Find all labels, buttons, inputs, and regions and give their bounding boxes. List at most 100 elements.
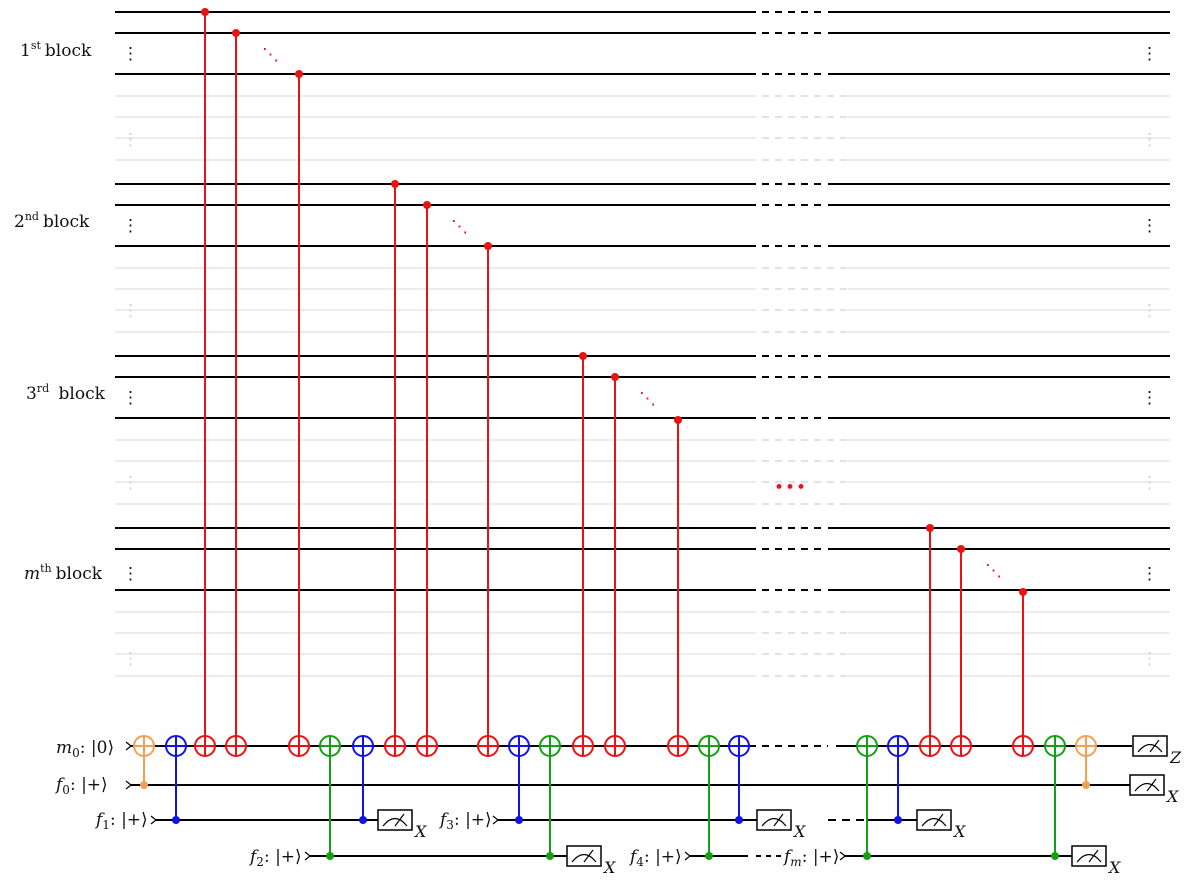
meter-arc [571, 853, 597, 863]
green-cnot-fm-a [856, 735, 878, 860]
meter-box [1071, 845, 1107, 867]
measurement-basis-label: X [413, 822, 427, 841]
measurement-fm_prev: X [916, 809, 966, 841]
red-cnot-9 [919, 524, 941, 757]
red-cnot-11 [1012, 588, 1034, 757]
measurement-basis-label: X [792, 822, 806, 841]
red-cnot-7 [604, 373, 626, 757]
control-dot [391, 180, 399, 188]
meter-arc [761, 817, 787, 827]
meter-needle [583, 849, 594, 863]
control-dot [546, 852, 554, 860]
control-dot [201, 8, 209, 16]
control-dot [423, 201, 431, 209]
label-f1: f1: |+⟩ [94, 810, 148, 832]
control-dot [611, 373, 619, 381]
meter-box [916, 809, 952, 831]
control-dot [359, 816, 367, 824]
meter-box [1132, 735, 1168, 757]
label-f2: f2: |+⟩ [248, 847, 302, 869]
vdots-faint-left-3: ⋮ [122, 473, 139, 493]
green-cnot-f2-a [319, 735, 341, 860]
wire-arrow-tip [125, 780, 132, 790]
meter-box [1129, 774, 1165, 796]
hdots-between-blocks: ••• [774, 478, 807, 498]
ddots-3: ⋱ [639, 389, 656, 409]
label-fm: fm: |+⟩ [782, 847, 839, 869]
vdots-left-3: ⋮ [122, 388, 139, 408]
ddots-m: ⋱ [985, 561, 1002, 581]
red-cnot-0 [194, 8, 216, 757]
control-dot [515, 816, 523, 824]
vdots-faint-right-m: ⋮ [1141, 649, 1158, 669]
red-cnot-5 [477, 242, 499, 757]
blue-cnot-f3-b [728, 735, 750, 824]
meter-needle [394, 813, 405, 827]
measurement-basis-label: X [952, 822, 966, 841]
meter-needle [933, 813, 944, 827]
wire-arrow-tip [125, 741, 132, 751]
vdots-faint-right-1: ⋮ [1141, 130, 1158, 150]
measurement-basis-label: Z [1169, 748, 1182, 767]
blue-cnot-f3-a [508, 735, 530, 824]
control-dot [735, 816, 743, 824]
meter-arc [1134, 782, 1160, 792]
vdots-faint-left-m: ⋮ [122, 649, 139, 669]
ddots-1: ⋱ [262, 45, 279, 65]
green-cnot-f4 [698, 735, 720, 860]
control-dot [957, 545, 965, 553]
red-cnot-1 [225, 29, 247, 757]
measurement-fm: X [1071, 845, 1121, 877]
red-cnot-4 [416, 201, 438, 757]
measurement-basis-label: X [1165, 787, 1179, 806]
red-cnot-10 [950, 545, 972, 757]
meter-arc [1137, 743, 1163, 753]
control-dot [674, 416, 682, 424]
ddots-2: ⋱ [451, 217, 468, 237]
control-dot [579, 352, 587, 360]
control-dot [705, 852, 713, 860]
block-label-1: 1st block [20, 39, 92, 61]
measurement-f0: X [1129, 774, 1179, 806]
red-cnot-3 [384, 180, 406, 757]
vdots-right-1: ⋮ [1141, 44, 1158, 64]
meter-needle [1149, 739, 1160, 753]
control-dot [1082, 781, 1090, 789]
meter-box [377, 809, 413, 831]
meter-arc [921, 817, 947, 827]
red-cnot-2 [288, 70, 310, 757]
vdots-left-2: ⋮ [122, 216, 139, 236]
vdots-right-2: ⋮ [1141, 216, 1158, 236]
labels: 1st block 2nd block 3rd block mth block m0:… [14, 39, 1158, 869]
meter-box [566, 845, 602, 867]
block-label-3: 3rd block [26, 382, 106, 404]
orange-cnot-end [1075, 735, 1097, 789]
control-dot [326, 852, 334, 860]
label-f4: f4: |+⟩ [628, 847, 682, 869]
vdots-left-m: ⋮ [122, 564, 139, 584]
vdots-faint-left-2: ⋮ [122, 301, 139, 321]
measurement-basis-label: X [1107, 858, 1121, 877]
control-dot [172, 816, 180, 824]
label-f0: f0: |+⟩ [54, 775, 108, 797]
control-dot [894, 816, 902, 824]
vdots-right-m: ⋮ [1141, 564, 1158, 584]
wire-arrow-tip [492, 815, 499, 825]
vdots-faint-right-2: ⋮ [1141, 301, 1158, 321]
wire-arrow-tip [684, 851, 691, 861]
wire-arrow-tip [304, 851, 311, 861]
meter-arc [1076, 853, 1102, 863]
control-dot [926, 524, 934, 532]
wire-arrow-tip [150, 815, 157, 825]
meter-arc [382, 817, 408, 827]
green-cnot-fm-b [1044, 735, 1066, 860]
meter-box [756, 809, 792, 831]
vdots-right-3: ⋮ [1141, 388, 1158, 408]
blue-cnot-f1-a [165, 735, 187, 824]
green-cnot-f2-b [539, 735, 561, 860]
vdots-faint-left-1: ⋮ [122, 130, 139, 150]
meter-needle [773, 813, 784, 827]
control-dot [232, 29, 240, 37]
qubit-wires [115, 11, 1170, 861]
